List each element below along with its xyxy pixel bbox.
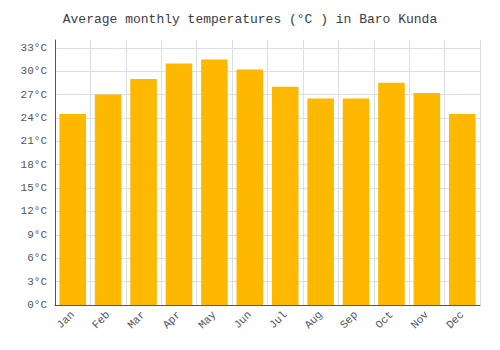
svg-text:15°C: 15°C [21, 182, 48, 194]
svg-text:18°C: 18°C [21, 159, 48, 171]
svg-text:Jun: Jun [232, 309, 254, 331]
svg-text:Average monthly temperatures (: Average monthly temperatures (°C ) in Ba… [63, 12, 438, 27]
svg-text:27°C: 27°C [21, 89, 48, 101]
svg-text:Mar: Mar [125, 309, 147, 331]
svg-text:6°C: 6°C [27, 252, 47, 264]
svg-text:Nov: Nov [409, 308, 432, 331]
svg-text:Oct: Oct [373, 309, 395, 331]
svg-text:Sep: Sep [338, 309, 360, 331]
svg-text:Apr: Apr [161, 309, 183, 331]
svg-text:Aug: Aug [302, 309, 324, 331]
svg-text:Dec: Dec [444, 309, 466, 331]
svg-text:12°C: 12°C [21, 205, 48, 217]
svg-text:Feb: Feb [90, 309, 112, 331]
svg-text:3°C: 3°C [27, 276, 47, 288]
svg-text:9°C: 9°C [27, 229, 47, 241]
svg-text:24°C: 24°C [21, 112, 48, 124]
svg-text:Jan: Jan [54, 309, 76, 331]
svg-text:Jul: Jul [267, 309, 289, 331]
svg-text:21°C: 21°C [21, 135, 48, 147]
svg-text:0°C: 0°C [27, 299, 47, 311]
svg-text:30°C: 30°C [21, 65, 48, 77]
svg-text:33°C: 33°C [21, 42, 48, 54]
svg-text:May: May [196, 308, 219, 331]
